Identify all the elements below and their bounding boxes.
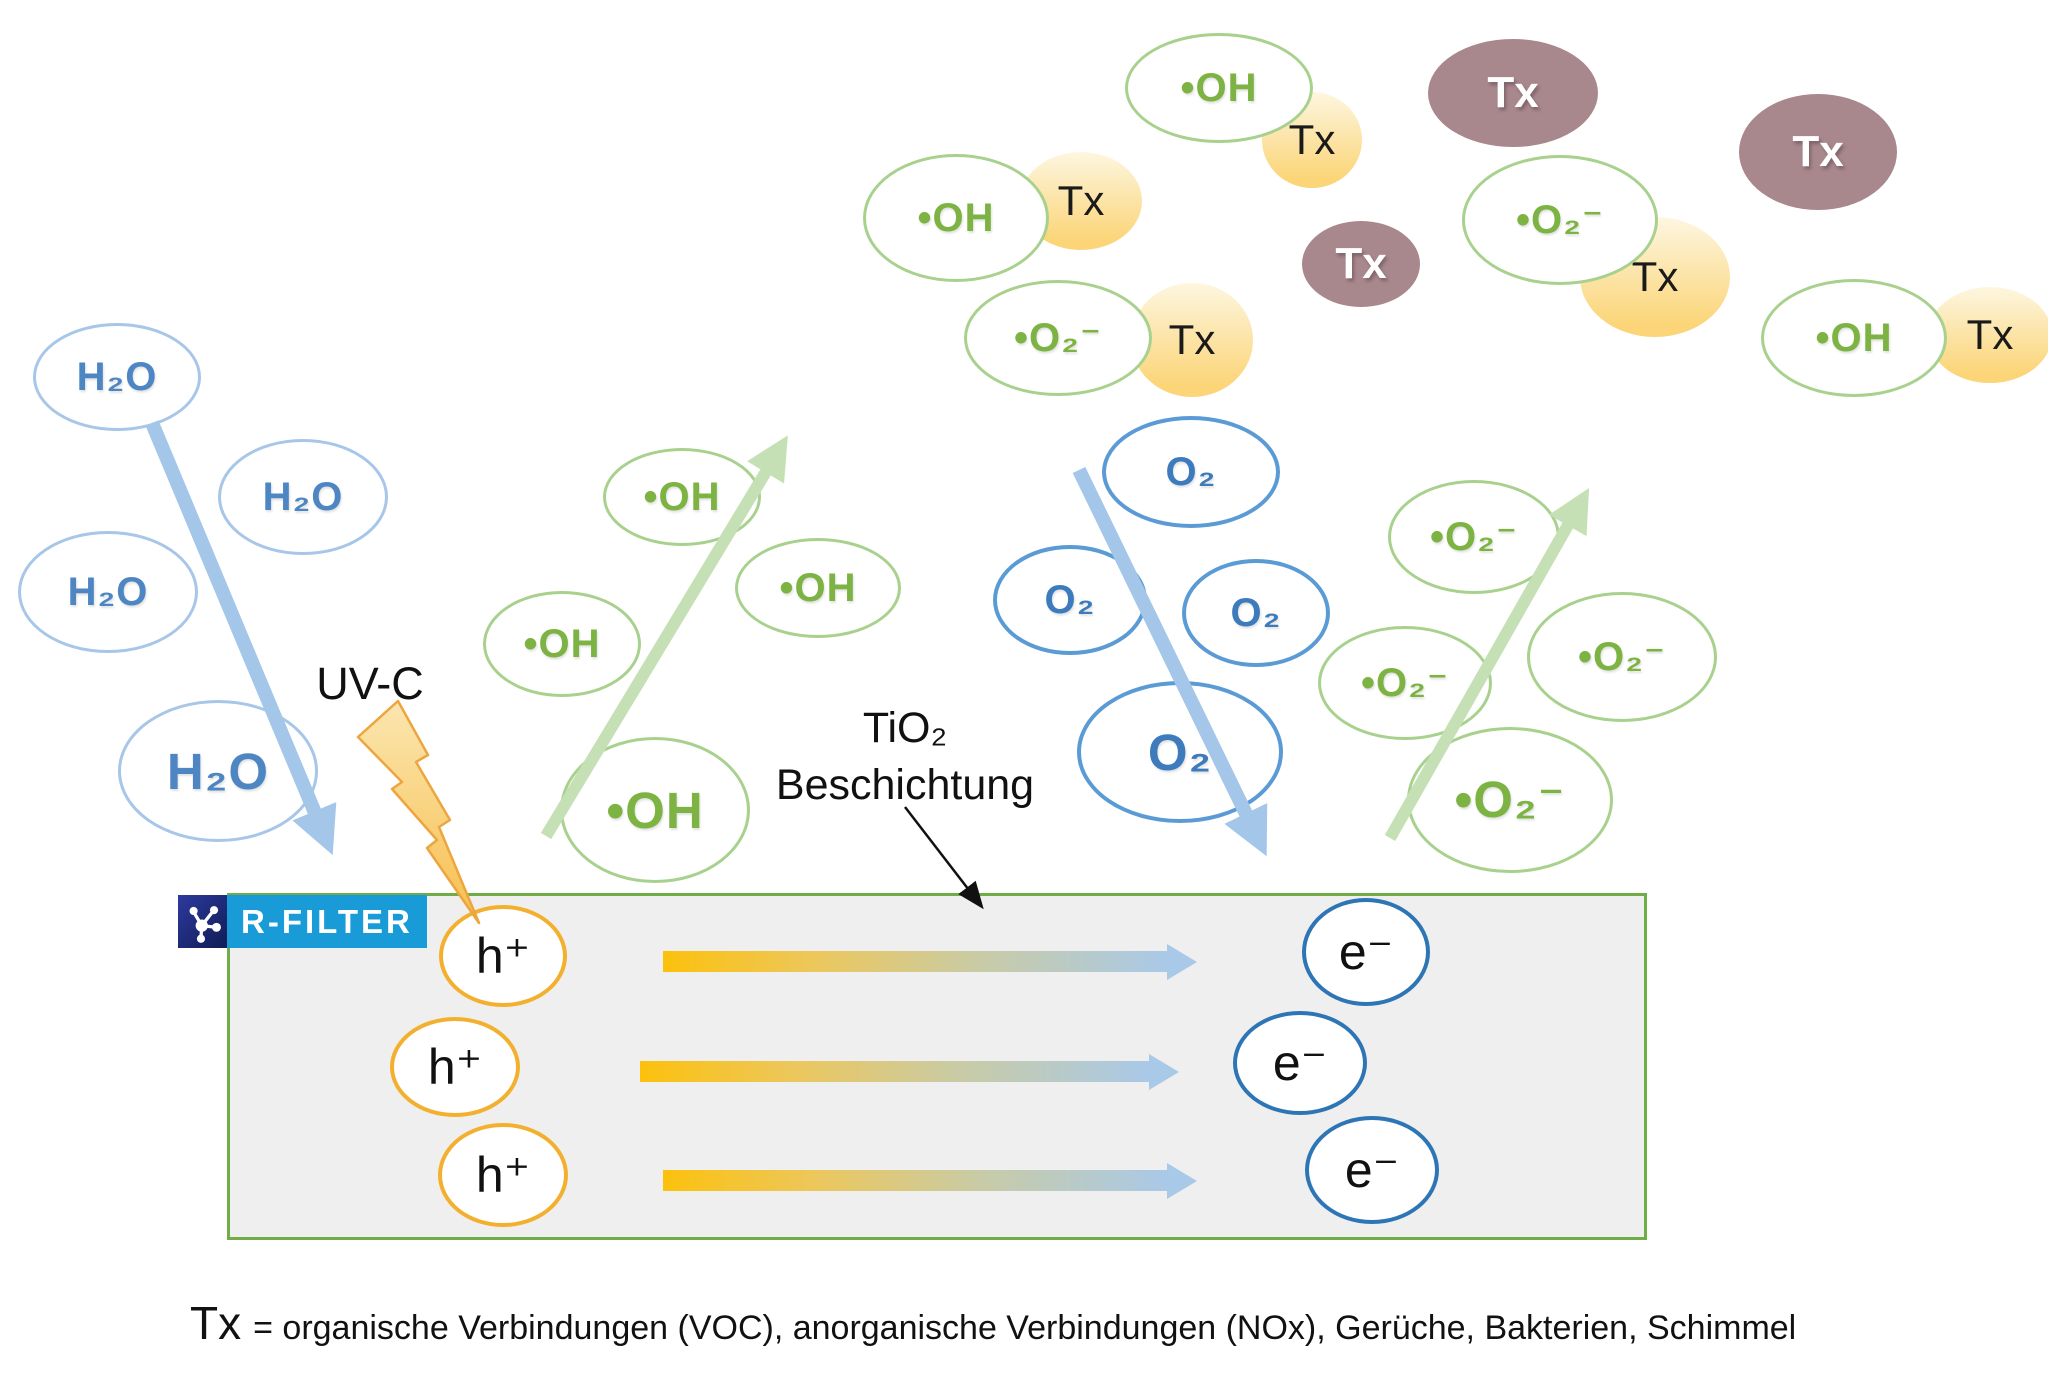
o2-molecule: O₂ [1077, 681, 1283, 823]
hole-carrier: h⁺ [439, 905, 567, 1007]
oh-radical: •OH [603, 448, 761, 546]
charge-transfer-arrow [663, 1170, 1168, 1191]
superoxide-radical: •O₂⁻ [1527, 592, 1717, 722]
uv-c-label: UV-C [316, 658, 424, 709]
electron-carrier: e⁻ [1233, 1011, 1367, 1115]
superoxide-radical: •O₂⁻ [1462, 155, 1658, 285]
electron-carrier: e⁻ [1305, 1116, 1439, 1224]
lightning-bolt-icon [356, 699, 481, 925]
oh-radical: •OH [560, 737, 750, 883]
tio2-coating-label: TiO₂ Beschichtung [765, 700, 1045, 814]
oh-radical: •OH [1125, 33, 1313, 143]
superoxide-radical: •O₂⁻ [964, 280, 1152, 396]
caption: Tx = organische Verbindungen (VOC), anor… [190, 1296, 1970, 1350]
tx-pollutant-brown: Tx [1428, 39, 1598, 147]
charge-transfer-arrow [663, 951, 1168, 972]
h2o-molecule: H₂O [218, 439, 388, 555]
h2o-molecule: H₂O [18, 531, 198, 653]
superoxide-radical: •O₂⁻ [1318, 626, 1492, 740]
logo-text: R-FILTER [241, 902, 413, 940]
h2o-molecule: H₂O [33, 323, 201, 431]
oh-radical: •OH [1761, 279, 1947, 397]
coating-pointer-arrow [904, 806, 984, 910]
tio2-label-line2: Beschichtung [775, 760, 1035, 809]
oh-radical: •OH [483, 591, 641, 697]
superoxide-radical: •O₂⁻ [1388, 480, 1560, 594]
o2-molecule: O₂ [993, 545, 1147, 655]
superoxide-radical: •O₂⁻ [1407, 727, 1613, 873]
hole-carrier: h⁺ [438, 1123, 568, 1227]
molecule-icon [178, 895, 227, 948]
r-filter-logo: R-FILTER [178, 895, 427, 948]
logo-text-bar: R-FILTER [227, 895, 427, 948]
h2o-molecule: H₂O [118, 700, 318, 842]
caption-tx: Tx [190, 1297, 242, 1349]
o2-molecule: O₂ [1182, 559, 1330, 667]
tx-pollutant-brown: Tx [1739, 94, 1897, 210]
o2-molecule: O₂ [1102, 416, 1280, 528]
hole-carrier: h⁺ [390, 1017, 520, 1117]
oh-radical: •OH [735, 538, 901, 638]
tx-pollutant-yellow: Tx [1928, 287, 2048, 383]
electron-carrier: e⁻ [1302, 898, 1430, 1006]
caption-text: = organische Verbindungen (VOC), anorgan… [253, 1309, 1797, 1347]
charge-transfer-arrow [640, 1061, 1150, 1082]
tx-pollutant-brown: Tx [1302, 221, 1420, 307]
tio2-label-line1: TiO₂ [862, 704, 948, 752]
oh-radical: •OH [863, 154, 1049, 282]
